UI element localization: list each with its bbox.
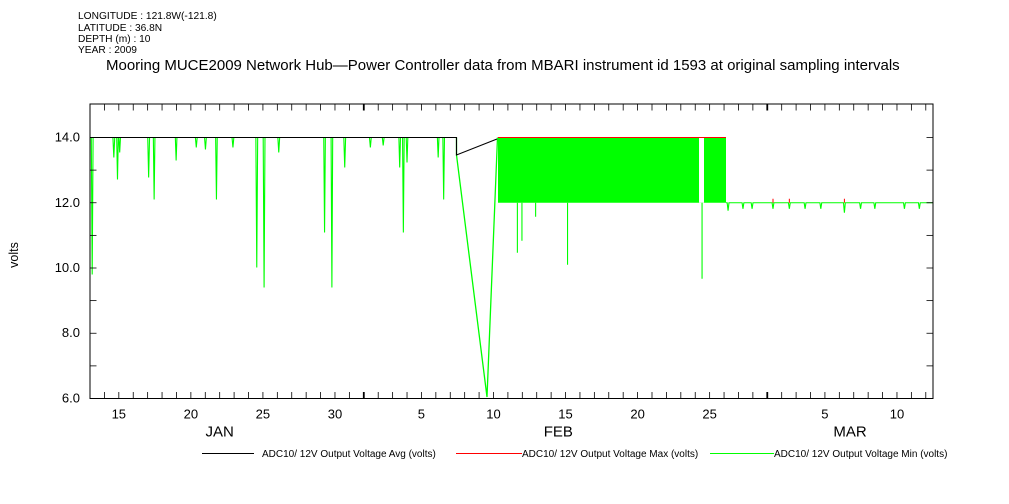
svg-text:MAR: MAR [833, 424, 867, 441]
svg-text:10.0: 10.0 [55, 260, 80, 275]
svg-text:volts: volts [7, 242, 21, 268]
svg-text:12.0: 12.0 [55, 195, 80, 210]
svg-text:ADC10/ 12V Output Voltage Avg: ADC10/ 12V Output Voltage Avg (volts) [262, 449, 436, 460]
svg-text:10: 10 [486, 407, 500, 422]
svg-text:ADC10/ 12V Output Voltage Min: ADC10/ 12V Output Voltage Min (volts) [774, 449, 947, 460]
svg-text:14.0: 14.0 [55, 130, 80, 145]
svg-text:JAN: JAN [206, 424, 234, 441]
svg-text:20: 20 [630, 407, 644, 422]
svg-text:8.0: 8.0 [62, 325, 80, 340]
svg-text:6.0: 6.0 [62, 391, 80, 406]
svg-text:FEB: FEB [544, 424, 573, 441]
svg-text:15: 15 [558, 407, 572, 422]
svg-text:5: 5 [821, 407, 828, 422]
svg-text:ADC10/ 12V Output Voltage Max: ADC10/ 12V Output Voltage Max (volts) [522, 449, 698, 460]
svg-text:20: 20 [184, 407, 198, 422]
svg-text:15: 15 [112, 407, 126, 422]
svg-text:25: 25 [256, 407, 270, 422]
svg-text:10: 10 [890, 407, 904, 422]
svg-text:30: 30 [328, 407, 342, 422]
svg-text:5: 5 [418, 407, 425, 422]
svg-text:25: 25 [702, 407, 716, 422]
